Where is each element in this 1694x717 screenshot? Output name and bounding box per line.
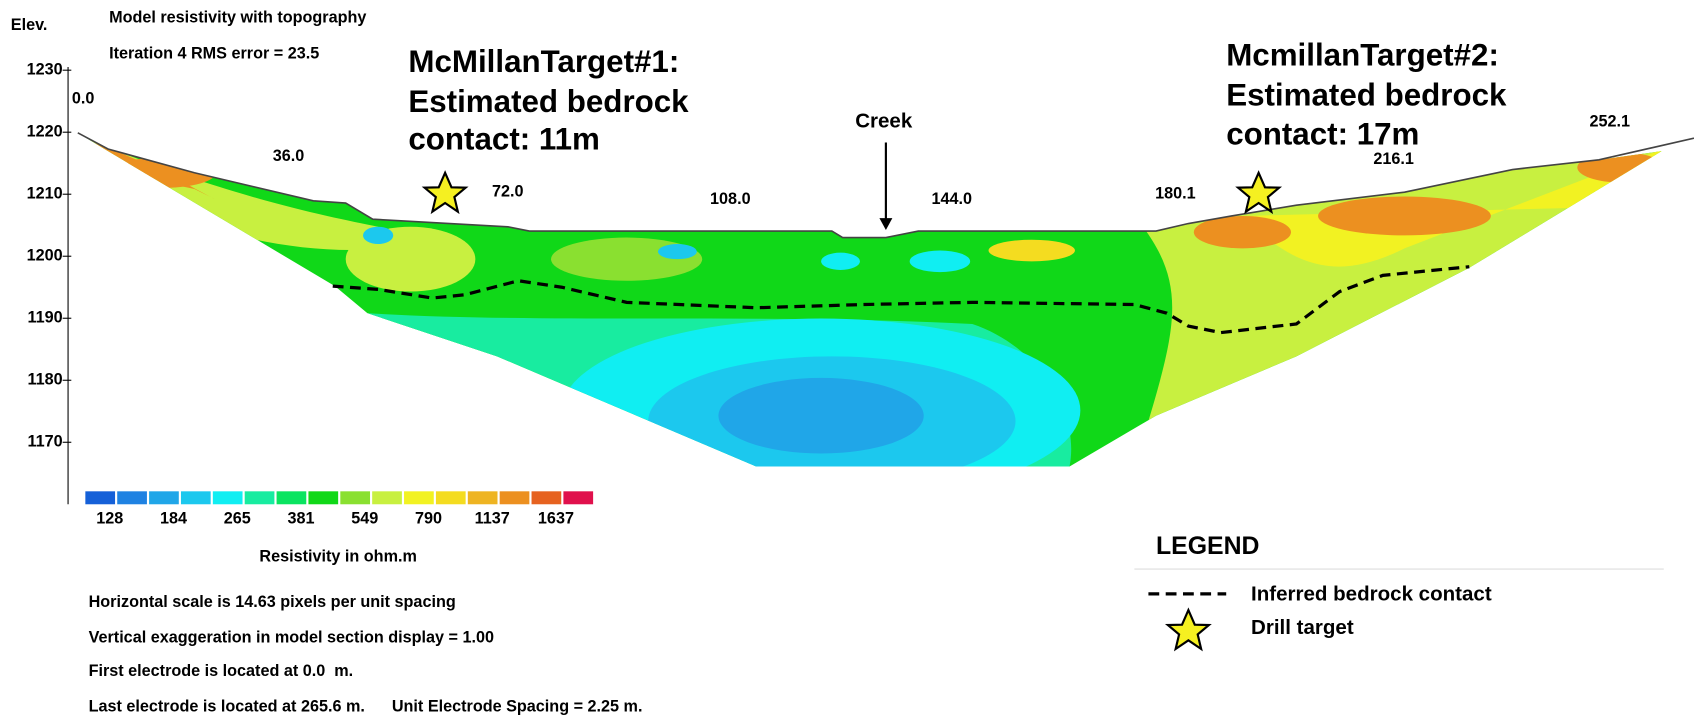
color-swatch (308, 491, 339, 505)
color-swatch (244, 491, 275, 505)
drill-target (423, 171, 467, 213)
color-scale-label: 184 (160, 510, 187, 528)
annotation: contact: 11m (408, 122, 599, 157)
subtitle: Iteration 4 RMS error = 23.5 (109, 44, 319, 62)
legend-item: Inferred bedrock contact (1251, 582, 1492, 605)
y-tick-label: 1210 (27, 184, 63, 202)
y-tick-label: 1180 (28, 371, 63, 389)
color-scale-label: 128 (96, 510, 123, 528)
color-scale-label: 790 (415, 510, 442, 528)
color-swatch (372, 491, 402, 505)
color-swatch (531, 491, 562, 505)
color-scale-title: Resistivity in ohm.m (259, 547, 416, 565)
annotation: Estimated bedrock (408, 84, 689, 119)
x-label: 216.1 (1373, 150, 1414, 168)
x-label: 0.0 (72, 90, 95, 108)
x-label: 252.1 (1589, 112, 1630, 130)
annotation: McmillanTarget#2: (1226, 38, 1499, 73)
x-label: 72.0 (492, 182, 524, 200)
legend-title: LEGEND (1156, 533, 1259, 560)
color-swatch (117, 491, 147, 505)
color-scale-label: 549 (351, 510, 378, 528)
annotation: contact: 17m (1226, 116, 1419, 151)
y-tick-label: 1170 (28, 433, 63, 451)
color-swatch (499, 491, 530, 505)
x-label: 108.0 (710, 190, 751, 208)
resistivity-section (77, 132, 1662, 467)
annotation: McMillanTarget#1: (408, 44, 679, 79)
x-label: 180.1 (1155, 185, 1196, 203)
x-label: 36.0 (273, 147, 305, 165)
legend-item: Drill target (1251, 616, 1354, 639)
color-swatch (276, 491, 307, 505)
topography (77, 132, 1694, 239)
color-swatch (212, 491, 243, 505)
color-scale-label: 265 (224, 510, 251, 528)
y-tick-label: 1190 (28, 309, 63, 327)
y-tick-label: 1230 (27, 60, 63, 78)
x-label: 144.0 (932, 190, 973, 208)
creek-arrowhead (879, 218, 893, 231)
color-scale-label: 1637 (538, 510, 574, 528)
note: Vertical exaggeration in model section d… (89, 628, 494, 646)
note: First electrode is located at 0.0 m. (89, 662, 354, 680)
color-swatch (85, 491, 116, 505)
color-swatch (467, 491, 498, 505)
bedrock-contact (332, 265, 1470, 335)
note: Last electrode is located at 265.6 m. Un… (89, 698, 643, 716)
color-swatch (404, 491, 434, 505)
color-scale-label: 1137 (475, 510, 510, 528)
color-swatch (149, 491, 179, 505)
note: Horizontal scale is 14.63 pixels per uni… (89, 593, 456, 611)
title: Model resistivity with topography (109, 9, 366, 27)
color-swatch (435, 491, 466, 505)
y-label: Elev. (11, 16, 48, 34)
color-swatch (340, 491, 371, 505)
color-swatch (563, 491, 594, 505)
color-swatch (180, 491, 211, 505)
annotation: Creek (855, 109, 913, 132)
y-tick-label: 1220 (27, 122, 63, 140)
drill-target (1237, 171, 1281, 213)
annotation: Estimated bedrock (1226, 77, 1507, 112)
color-scale-label: 381 (287, 510, 314, 528)
legend-star (1166, 609, 1211, 651)
y-tick-label: 1200 (27, 247, 63, 265)
